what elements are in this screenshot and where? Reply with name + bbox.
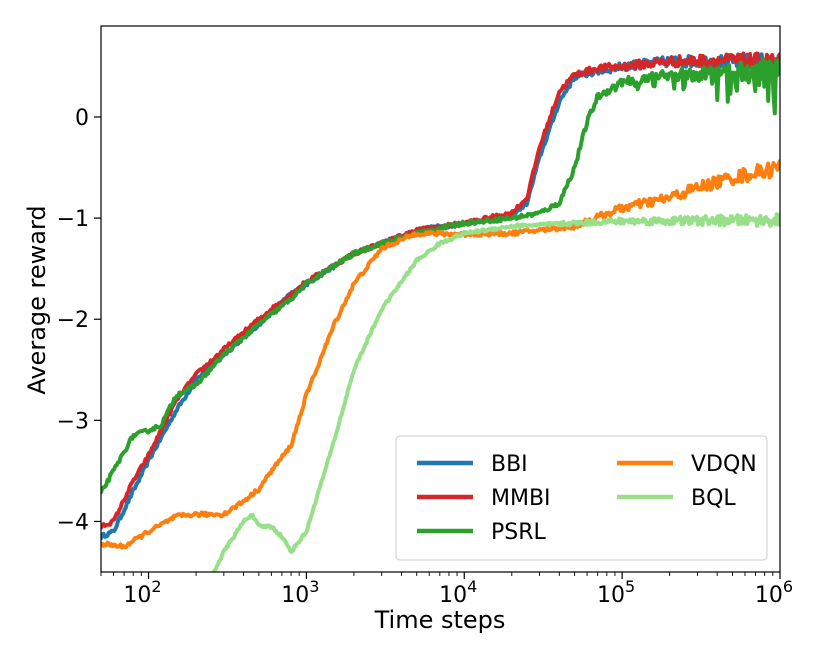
x-tick-label: 104 xyxy=(439,577,477,608)
x-axis: 102 103 104 105 106 xyxy=(100,572,793,608)
y-tick-label: −2 xyxy=(57,308,89,333)
y-tick-label: −1 xyxy=(57,207,89,232)
y-tick-label: 0 xyxy=(75,106,89,131)
series-line-psrl xyxy=(101,57,780,495)
legend-label-psrl: PSRL xyxy=(491,520,547,545)
series-layer xyxy=(101,51,780,572)
y-tick-label: −3 xyxy=(57,409,89,434)
legend-label-bbi: BBI xyxy=(491,452,528,477)
x-tick-label: 102 xyxy=(123,577,161,608)
x-axis-label: Time steps xyxy=(374,606,506,634)
y-axis-label: Average reward xyxy=(23,205,51,394)
plot-frame xyxy=(100,25,781,573)
legend-label-vdqn: VDQN xyxy=(691,452,757,477)
x-tick-label: 106 xyxy=(755,577,793,608)
y-tick-label: −4 xyxy=(57,510,89,535)
legend-label-bql: BQL xyxy=(691,486,736,511)
legend-box xyxy=(395,435,768,561)
series-line-bql xyxy=(211,212,780,572)
x-tick-label: 105 xyxy=(597,577,635,608)
legend-label-mmbi: MMBI xyxy=(491,486,551,511)
legend: BBI MMBI PSRL VDQN BQL xyxy=(395,435,768,561)
y-axis: 0 −1 −2 −3 −4 xyxy=(57,106,101,535)
x-tick-label: 103 xyxy=(281,577,319,608)
series-line-vdqn xyxy=(101,159,780,550)
